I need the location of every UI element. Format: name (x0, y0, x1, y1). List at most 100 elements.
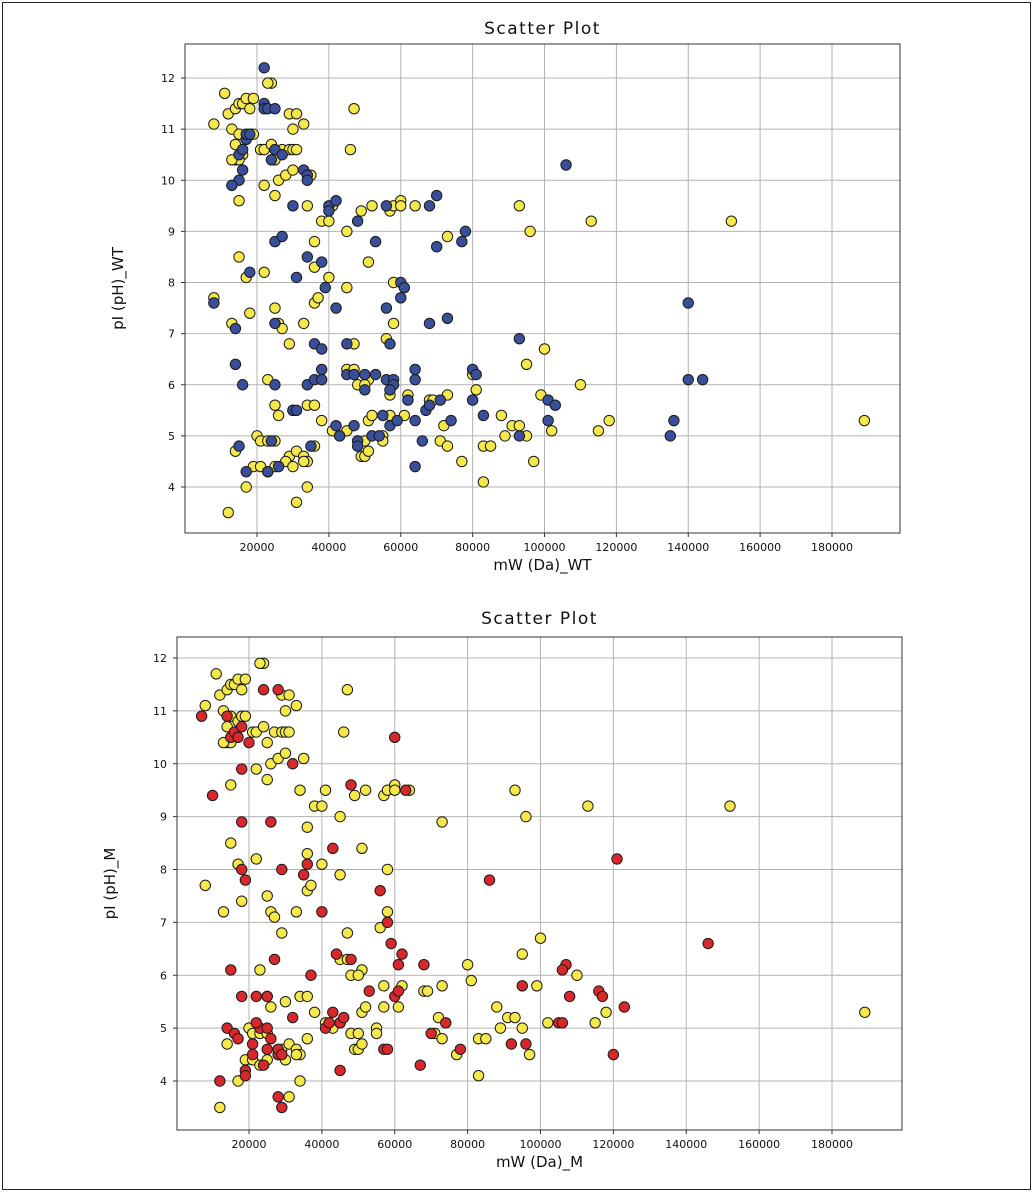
point-1-1-83 (414, 1059, 426, 1071)
point-0-0-79 (298, 317, 310, 330)
point-0-1-22 (330, 195, 342, 207)
point-1-0-126 (356, 1038, 368, 1050)
point-0-0-54 (441, 230, 454, 243)
point-1-0-34 (338, 726, 350, 738)
y-tick-label-1-7: 11 (153, 705, 167, 718)
point-0-0-26 (290, 143, 303, 156)
point-0-1-29 (276, 230, 288, 243)
point-1-1-21 (276, 863, 288, 876)
point-0-0-80 (283, 338, 296, 350)
point-1-0-87 (378, 980, 390, 992)
x-tick-label-1-4: 100000 (520, 1138, 562, 1151)
point-0-0-46 (341, 225, 353, 238)
point-1-1-76 (276, 1048, 288, 1061)
point-0-0-1 (218, 87, 231, 100)
point-1-0-155 (472, 1070, 485, 1082)
point-0-1-9 (236, 143, 249, 156)
point-1-1-29 (225, 964, 237, 976)
point-1-0-90 (465, 974, 477, 987)
point-1-1-25 (381, 916, 394, 929)
point-0-1-86 (290, 404, 303, 417)
point-1-0-138 (542, 1017, 554, 1029)
point-1-0-151 (290, 1048, 303, 1061)
x-tick-label-1-7: 160000 (738, 1138, 780, 1151)
point-0-0-154 (222, 506, 234, 519)
point-0-1-58 (341, 338, 353, 350)
point-0-1-78 (682, 373, 694, 386)
x-axis-label-0: mW (Da)_WT (493, 556, 592, 575)
point-1-0-22 (261, 736, 273, 749)
point-0-0-0 (208, 118, 220, 130)
point-0-1-105 (445, 414, 457, 427)
point-0-0-27 (287, 123, 299, 135)
point-0-0-58 (725, 215, 738, 227)
point-1-1-34 (385, 937, 397, 950)
point-1-0-67 (381, 863, 394, 876)
point-1-1-72 (261, 1043, 273, 1055)
point-0-1-89 (333, 430, 346, 442)
point-0-0-52 (395, 200, 407, 212)
point-1-1-51 (250, 1017, 262, 1029)
point-1-0-71 (261, 890, 273, 902)
y-tick-label-0-1: 5 (168, 430, 175, 443)
point-0-0-56 (524, 225, 536, 238)
point-0-1-55 (315, 373, 328, 386)
y-tick-label-0-8: 12 (161, 72, 175, 85)
point-0-0-42 (301, 200, 314, 212)
point-0-1-31 (315, 256, 328, 268)
x-tick-label-1-5: 120000 (592, 1138, 634, 1151)
point-0-0-132 (484, 440, 497, 452)
x-tick-label-0-6: 140000 (667, 541, 709, 554)
point-0-1-39 (244, 266, 256, 278)
point-1-1-43 (618, 1001, 631, 1013)
point-1-0-9 (239, 673, 252, 685)
point-1-0-86 (352, 969, 365, 981)
x-tick-label-1-8: 180000 (811, 1138, 853, 1151)
point-0-1-18 (301, 174, 314, 186)
point-1-1-55 (323, 1017, 335, 1029)
point-1-1-61 (392, 985, 405, 997)
point-0-1-0 (258, 62, 270, 74)
point-1-0-26 (283, 726, 295, 738)
x-tick-label-1-0: 20000 (232, 1138, 267, 1151)
point-1-0-73 (268, 911, 281, 923)
point-0-1-84 (265, 435, 278, 447)
point-1-0-69 (217, 906, 230, 918)
point-1-0-132 (480, 1033, 492, 1045)
x-axis-label-1: mW (Da)_M (496, 1153, 583, 1172)
point-0-1-59 (315, 363, 328, 376)
point-1-0-98 (279, 995, 292, 1008)
point-1-0-15 (239, 710, 252, 722)
point-0-1-41 (229, 322, 242, 335)
point-0-0-95 (574, 379, 587, 391)
point-0-0-8 (244, 102, 256, 115)
point-1-0-92 (531, 980, 543, 992)
point-0-1-34 (395, 292, 407, 304)
point-1-1-77 (272, 1091, 284, 1103)
point-1-0-89 (436, 980, 448, 992)
point-0-0-135 (513, 419, 526, 432)
point-0-0-30 (298, 118, 310, 130)
point-1-0-39 (279, 747, 292, 759)
point-0-0-152 (301, 481, 314, 493)
point-1-0-44 (316, 800, 328, 812)
point-0-0-100 (308, 399, 321, 411)
point-1-0-75 (305, 879, 317, 892)
point-0-1-83 (233, 440, 245, 452)
point-0-1-100 (409, 460, 421, 473)
point-1-0-30 (290, 699, 303, 712)
point-0-1-61 (348, 368, 360, 381)
point-1-1-68 (239, 1070, 252, 1082)
point-1-0-52 (389, 784, 401, 796)
point-0-1-79 (696, 373, 709, 386)
x-tick-label-0-5: 120000 (595, 541, 637, 554)
point-1-1-24 (374, 884, 386, 897)
point-1-0-65 (334, 869, 346, 881)
point-0-1-35 (430, 241, 443, 253)
point-0-0-141 (858, 414, 871, 427)
point-0-0-151 (298, 455, 310, 468)
point-0-1-90 (348, 419, 360, 432)
point-0-0-101 (315, 414, 328, 427)
x-tick-label-0-4: 100000 (524, 541, 566, 554)
point-1-1-32 (330, 948, 343, 960)
